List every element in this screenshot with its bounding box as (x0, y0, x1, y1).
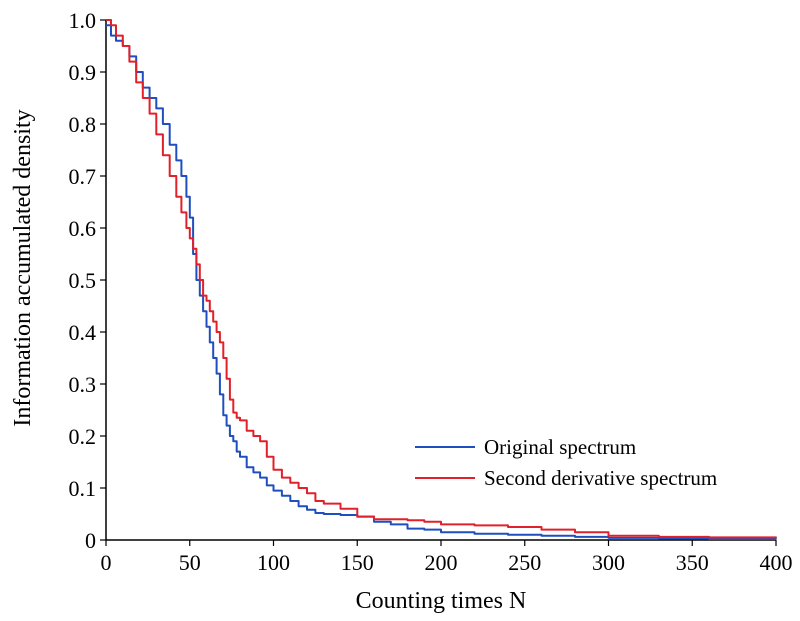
x-tick-label: 0 (101, 550, 112, 575)
legend-label-original: Original spectrum (484, 435, 636, 459)
y-tick-label: 1.0 (69, 8, 97, 33)
axes (105, 20, 776, 541)
y-ticks: 0 0.1 0.2 0.3 0.4 0.5 0.6 0.7 0.8 0.9 1.0 (69, 8, 106, 553)
x-axis-title: Counting times N (356, 588, 527, 614)
y-tick-label: 0.1 (69, 476, 97, 501)
series-line-1 (106, 19, 777, 539)
x-tick-label: 200 (425, 550, 458, 575)
y-tick-label: 0.7 (69, 164, 97, 189)
x-tick-label: 350 (676, 550, 709, 575)
x-ticks: 0 50 100 150 200 250 300 350 400 (101, 540, 793, 575)
x-tick-label: 50 (179, 550, 201, 575)
y-tick-label: 0.5 (69, 268, 97, 293)
x-tick-label: 100 (257, 550, 290, 575)
series-layer (106, 19, 777, 540)
series-line-0 (106, 24, 777, 540)
y-tick-label: 0.9 (69, 60, 97, 85)
x-tick-label: 400 (760, 550, 793, 575)
legend: Original spectrum Second derivative spec… (415, 435, 717, 490)
y-tick-label: 0.8 (69, 112, 97, 137)
x-tick-label: 300 (592, 550, 625, 575)
legend-label-second-derivative: Second derivative spectrum (484, 466, 717, 490)
x-tick-label: 150 (341, 550, 374, 575)
y-tick-label: 0.2 (69, 424, 97, 449)
y-tick-label: 0.6 (69, 216, 97, 241)
y-tick-label: 0 (85, 528, 96, 553)
y-axis-title: Information accumulated density (10, 109, 36, 426)
x-tick-label: 250 (508, 550, 541, 575)
y-tick-label: 0.3 (69, 372, 97, 397)
y-tick-label: 0.4 (69, 320, 97, 345)
